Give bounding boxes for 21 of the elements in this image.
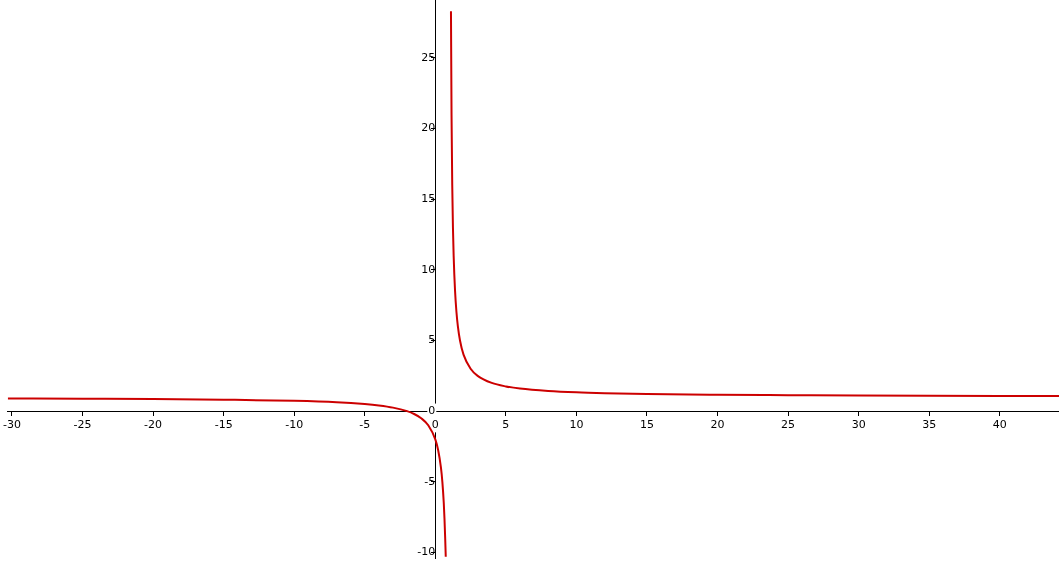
y-tick-label: 10 <box>421 262 436 276</box>
x-tick-label: -10 <box>285 417 304 431</box>
x-tick-label: 5 <box>502 417 510 431</box>
y-tick-label: -10 <box>417 545 436 559</box>
x-tick-label: 30 <box>851 417 866 431</box>
x-tick-label: 35 <box>922 417 937 431</box>
x-tick-label: -25 <box>73 417 92 431</box>
x-tick-label: -5 <box>359 417 371 431</box>
y-tick-label: 25 <box>421 50 436 64</box>
y-tick-label: 0 <box>428 404 436 418</box>
x-tick-label: -20 <box>144 417 163 431</box>
x-tick-label: 10 <box>569 417 584 431</box>
x-tick-label: 20 <box>710 417 725 431</box>
x-tick-label: 15 <box>639 417 654 431</box>
y-tick-label: 20 <box>421 121 436 135</box>
y-tick-label: -5 <box>424 474 436 488</box>
x-tick-label: 25 <box>781 417 796 431</box>
x-tick-label: -30 <box>3 417 21 431</box>
x-tick-label: -15 <box>214 417 233 431</box>
x-tick-label: 40 <box>992 417 1007 431</box>
y-tick-label: 15 <box>421 192 436 206</box>
